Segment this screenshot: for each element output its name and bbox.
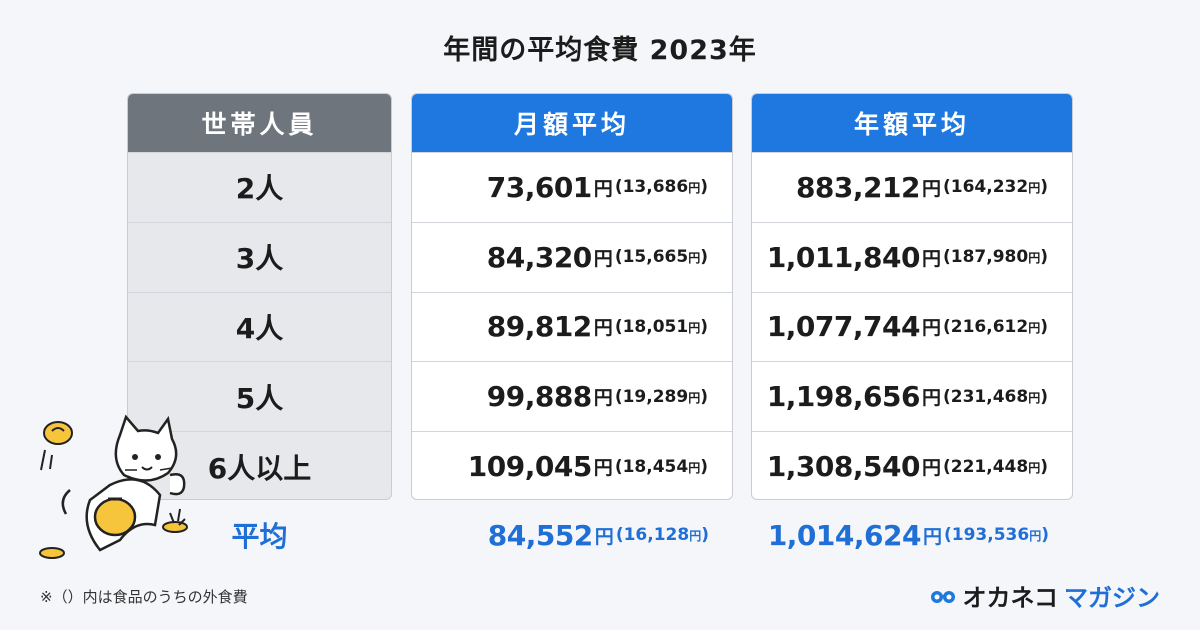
annual-eatout: (164,232円) [942,177,1048,198]
yen-unit: 円 [921,457,941,480]
yen-unit: 円 [593,177,613,200]
monthly-cell: 89,812 円 (18,051円) [412,291,732,362]
average-monthly-amount: 84,552 [487,518,594,552]
monthly-amount: 84,320 [486,240,593,274]
persons-cell: 3人 [128,221,391,292]
annual-cell: 883,212 円 (164,232円) [752,152,1072,222]
annual-cell: 1,011,840 円 (187,980円) [752,221,1072,292]
paw-glasses-icon [931,590,956,603]
annual-amount: 883,212 [795,170,921,204]
monthly-eatout: (19,289円) [614,386,708,407]
persons-cell: 6人以上 [128,431,391,499]
yen-unit: 円 [594,525,614,548]
monthly-cell: 84,320 円 (15,665円) [412,221,732,292]
yen-unit: 円 [593,247,613,270]
annual-eatout: (216,612円) [942,316,1048,337]
yen-unit: 円 [922,525,942,548]
persons-cell: 4人 [128,291,391,362]
yen-unit: 円 [593,317,613,340]
monthly-amount: 89,812 [486,310,593,344]
annual-amount: 1,077,744 [766,310,921,344]
monthly-amount: 109,045 [467,450,593,484]
annual-cell: 1,198,656 円 (231,468円) [752,361,1072,431]
monthly-cell: 109,045 円 (18,454円) [412,431,732,499]
annual-eatout: (221,448円) [942,456,1048,477]
logo-text-secondary: マガジン [1064,584,1160,612]
brand-logo[interactable]: オカネコ マガジン [930,578,1160,613]
annual-amount: 1,011,840 [766,240,921,274]
annual-amount: 1,198,656 [766,380,921,414]
yen-unit: 円 [921,317,941,340]
average-annual-eatout: (193,536円) [943,525,1049,545]
monthly-amount: 99,888 [486,380,593,414]
annual-eatout: (231,468円) [942,386,1048,407]
yen-unit: 円 [593,387,613,410]
monthly-column: 月額平均 73,601 円 (13,686円) 84,320 円 (15,665円) 8… [411,93,733,500]
average-monthly-eatout: (16,128円) [615,525,709,545]
annual-eatout: (187,980円) [942,247,1048,268]
persons-cell: 2人 [128,152,391,222]
annual-header: 年額平均 [752,94,1072,152]
yen-unit: 円 [593,457,613,480]
page-title: 年間の平均食費 2023年 [443,35,757,66]
monthly-header: 月額平均 [412,94,732,152]
average-annual: 1,014,624 円 (193,536円) [751,512,1073,558]
footnote: ※（）内は食品のうちの外食費 [40,588,248,606]
yen-unit: 円 [921,177,941,200]
annual-column: 年額平均 883,212 円 (164,232円) 1,011,840 円 (187,9… [751,93,1073,500]
annual-amount: 1,308,540 [766,450,921,484]
logo-text-primary: オカネコ [962,584,1058,612]
average-monthly: 84,552 円 (16,128円) [411,512,733,558]
monthly-cell: 73,601 円 (13,686円) [412,152,732,222]
annual-cell: 1,077,744 円 (216,612円) [752,291,1072,362]
monthly-amount: 73,601 [486,170,593,204]
persons-cell: 5人 [128,361,391,431]
monthly-eatout: (18,051円) [614,316,708,337]
monthly-eatout: (13,686円) [614,177,708,198]
annual-cell: 1,308,540 円 (221,448円) [752,431,1072,499]
average-label: 平均 [231,520,288,553]
monthly-eatout: (18,454円) [614,456,708,477]
yen-unit: 円 [921,387,941,410]
monthly-eatout: (15,665円) [614,247,708,268]
persons-header: 世帯人員 [128,94,391,152]
cat-mascot-illustration [39,414,188,559]
average-annual-amount: 1,014,624 [767,518,922,552]
yen-unit: 円 [921,247,941,270]
monthly-cell: 99,888 円 (19,289円) [412,361,732,431]
